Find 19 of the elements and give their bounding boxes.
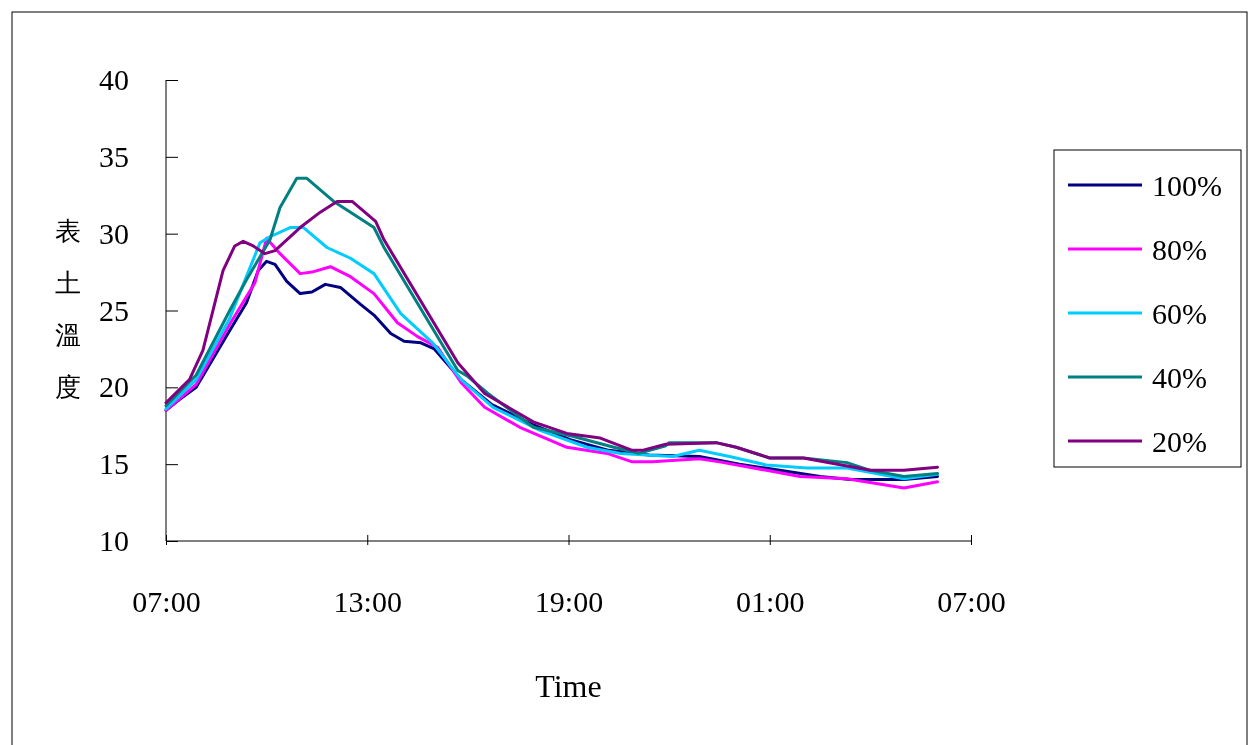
y-tick-label: 40 xyxy=(99,63,129,97)
y-tick-label: 35 xyxy=(99,139,129,173)
y-tick-label: 20 xyxy=(99,370,129,404)
x-tick-label: 19:00 xyxy=(534,585,604,619)
x-tick-label: 07:00 xyxy=(132,585,201,619)
x-axis-title: Time xyxy=(535,668,602,704)
legend-label: 40% xyxy=(1152,361,1207,394)
legend-label: 20% xyxy=(1152,425,1207,458)
y-tick-label: 25 xyxy=(99,293,129,327)
y-tick-label: 15 xyxy=(99,447,129,481)
y-tick-label: 30 xyxy=(99,216,129,250)
y-axis-title: 表土溫度 xyxy=(55,217,81,402)
x-tick-label: 13:00 xyxy=(333,585,402,619)
y-tick-label: 10 xyxy=(99,524,129,558)
legend-label: 60% xyxy=(1152,297,1207,330)
legend-label: 100% xyxy=(1152,169,1222,202)
legend-label: 80% xyxy=(1152,233,1207,266)
x-tick-label: 07:00 xyxy=(937,585,1006,619)
x-tick-label: 01:00 xyxy=(736,585,805,619)
